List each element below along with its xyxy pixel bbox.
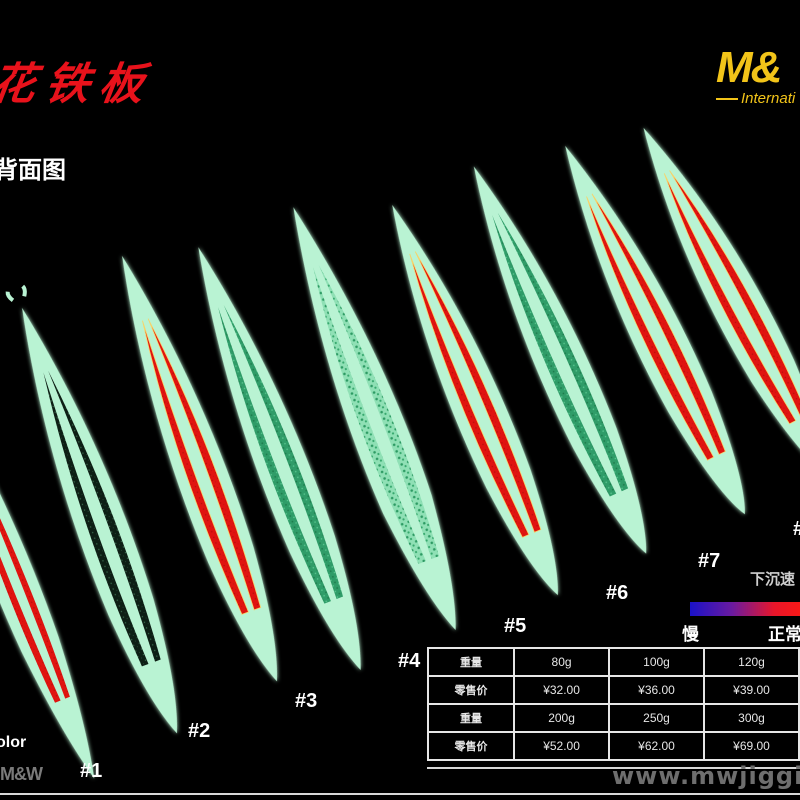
table-cell: 250g <box>608 703 705 733</box>
table-cell: ¥52.00 <box>513 731 611 761</box>
lure-label-8: # <box>793 518 800 541</box>
table-cell: 100g <box>608 647 705 677</box>
row-header: 零售价 <box>426 675 516 705</box>
row-header: 重量 <box>426 703 516 733</box>
table-row: 零售价 ¥32.00 ¥36.00 ¥39.00 <box>426 675 800 705</box>
table-cell: ¥69.00 <box>703 731 800 761</box>
table-cell: ¥32.00 <box>513 675 611 705</box>
table-row: 零售价 ¥52.00 ¥62.00 ¥69.00 <box>426 731 800 761</box>
divider <box>427 767 800 769</box>
lure-label-4: #4 <box>398 650 421 672</box>
lure-label-7: #7 <box>698 550 721 572</box>
lure-2 <box>122 255 278 682</box>
lure-label-6: #6 <box>606 582 629 604</box>
logo-subtitle: Internati <box>716 90 795 107</box>
lure-5 <box>392 204 558 596</box>
table-cell: ¥39.00 <box>703 675 800 705</box>
lure-label-1: #1 <box>80 760 103 782</box>
sink-speed-title: 下沉速 <box>750 570 796 588</box>
row-header: 零售价 <box>426 731 516 761</box>
lure-4 <box>293 207 456 631</box>
section-subtitle: 背面图 <box>0 156 66 184</box>
lure-0 <box>0 356 95 779</box>
lure-8 <box>643 127 800 477</box>
table-cell: 80g <box>513 647 611 677</box>
lure-1 <box>5 284 178 734</box>
logo-mark: M& <box>716 43 782 92</box>
table-cell: ¥36.00 <box>608 675 705 705</box>
table-cell: 120g <box>703 647 800 677</box>
sink-speed-normal-label: 正常 <box>768 625 800 645</box>
table-row: 重量 80g 100g 120g <box>426 647 800 677</box>
table-cell: ¥62.00 <box>608 731 705 761</box>
lure-label-3: #3 <box>295 690 318 712</box>
footer-brand: M&W <box>0 764 43 784</box>
lure-6 <box>473 166 647 554</box>
color-label: olor <box>0 734 27 751</box>
brand-logo: M& Internati <box>716 43 795 108</box>
bottom-divider <box>0 793 800 795</box>
sink-speed-gradient <box>690 602 800 616</box>
table-row: 重量 200g 250g 300g <box>426 703 800 733</box>
lure-label-2: #2 <box>188 720 211 742</box>
row-header: 重量 <box>426 647 516 677</box>
lure-3 <box>198 247 361 671</box>
website-link[interactable]: www.mwjiggi <box>612 762 800 790</box>
price-table: 重量 80g 100g 120g 零售价 ¥32.00 ¥36.00 ¥39.0… <box>426 647 800 761</box>
sink-speed-slow-label: 慢 <box>682 625 699 645</box>
lure-label-5: #5 <box>504 615 527 637</box>
lure-7 <box>565 145 745 515</box>
table-cell: 200g <box>513 703 611 733</box>
table-cell: 300g <box>703 703 800 733</box>
